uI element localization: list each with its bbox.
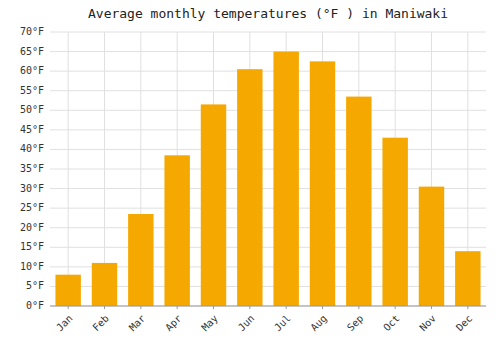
x-tick	[431, 306, 432, 309]
y-tick-label: 60°F	[20, 65, 44, 76]
x-tick	[104, 306, 105, 309]
x-tick-label: Mar	[127, 313, 148, 334]
y-grid-line	[50, 306, 486, 307]
bar	[92, 263, 117, 306]
bar	[128, 214, 153, 306]
y-grid-line	[50, 169, 486, 170]
x-tick-label: Oct	[381, 313, 402, 334]
y-tick-label: 35°F	[20, 163, 44, 174]
x-tick	[358, 306, 359, 309]
y-tick-label: 0°F	[26, 300, 44, 311]
grid	[50, 32, 486, 306]
y-tick-label: 10°F	[20, 261, 44, 272]
y-tick-label: 5°F	[26, 280, 44, 291]
bar	[455, 251, 480, 306]
x-tick-label: Dec	[454, 313, 475, 334]
y-tick-label: 65°F	[20, 46, 44, 57]
y-tick-label: 45°F	[20, 124, 44, 135]
x-tick	[395, 306, 396, 309]
x-tick-label: Sep	[345, 313, 366, 334]
chart: 0°F 5°F 10°F 15°F 20°F 25°F 30°F 35°F 40°F 45°F 50…	[0, 0, 500, 350]
bar	[164, 155, 189, 306]
x-tick	[213, 306, 214, 309]
x-axis-line	[50, 306, 486, 307]
x-tick	[140, 306, 141, 309]
x-tick-label: Jan	[54, 313, 75, 334]
y-grid-line	[50, 32, 486, 33]
y-tick-label: 55°F	[20, 85, 44, 96]
y-tick-label: 20°F	[20, 222, 44, 233]
y-axis: 0°F 5°F 10°F 15°F 20°F 25°F 30°F 35°F 40°F 45°F 50…	[20, 26, 44, 311]
x-tick	[177, 306, 178, 309]
bar	[382, 138, 407, 306]
x-tick-label: Apr	[163, 313, 184, 334]
y-grid-line	[50, 110, 486, 111]
x-tick	[322, 306, 323, 309]
x-tick-label: May	[199, 313, 220, 334]
y-grid-line	[50, 90, 486, 91]
x-tick-label: Feb	[90, 313, 111, 334]
y-tick-label: 15°F	[20, 241, 44, 252]
x-axis: Jan Feb Mar Apr May Jun Jul Aug Sep Oct Nov Dec	[50, 306, 486, 333]
bar	[310, 61, 335, 306]
x-tick-label: Nov	[417, 313, 438, 334]
y-tick-label: 70°F	[20, 26, 44, 37]
x-tick-label: Jul	[272, 313, 293, 334]
y-grid-line	[50, 149, 486, 150]
y-grid-line	[50, 129, 486, 130]
x-tick	[467, 306, 468, 309]
x-tick	[68, 306, 69, 309]
y-tick-label: 40°F	[20, 143, 44, 154]
bar	[419, 187, 444, 306]
bar	[346, 97, 371, 306]
bars	[55, 52, 480, 306]
y-grid-line	[50, 51, 486, 52]
x-grid-line	[68, 32, 69, 306]
x-tick	[249, 306, 250, 309]
y-tick-label: 50°F	[20, 104, 44, 115]
bar	[55, 275, 80, 306]
bar	[273, 52, 298, 306]
bar	[201, 104, 226, 306]
bar	[237, 69, 262, 306]
y-tick-label: 30°F	[20, 183, 44, 194]
y-tick-label: 25°F	[20, 202, 44, 213]
x-tick-label: Jun	[236, 313, 257, 334]
x-tick	[286, 306, 287, 309]
x-tick-label: Aug	[308, 313, 329, 334]
y-grid-line	[50, 71, 486, 72]
title: Average monthly temperatures (°F ) in Ma…	[88, 6, 448, 21]
